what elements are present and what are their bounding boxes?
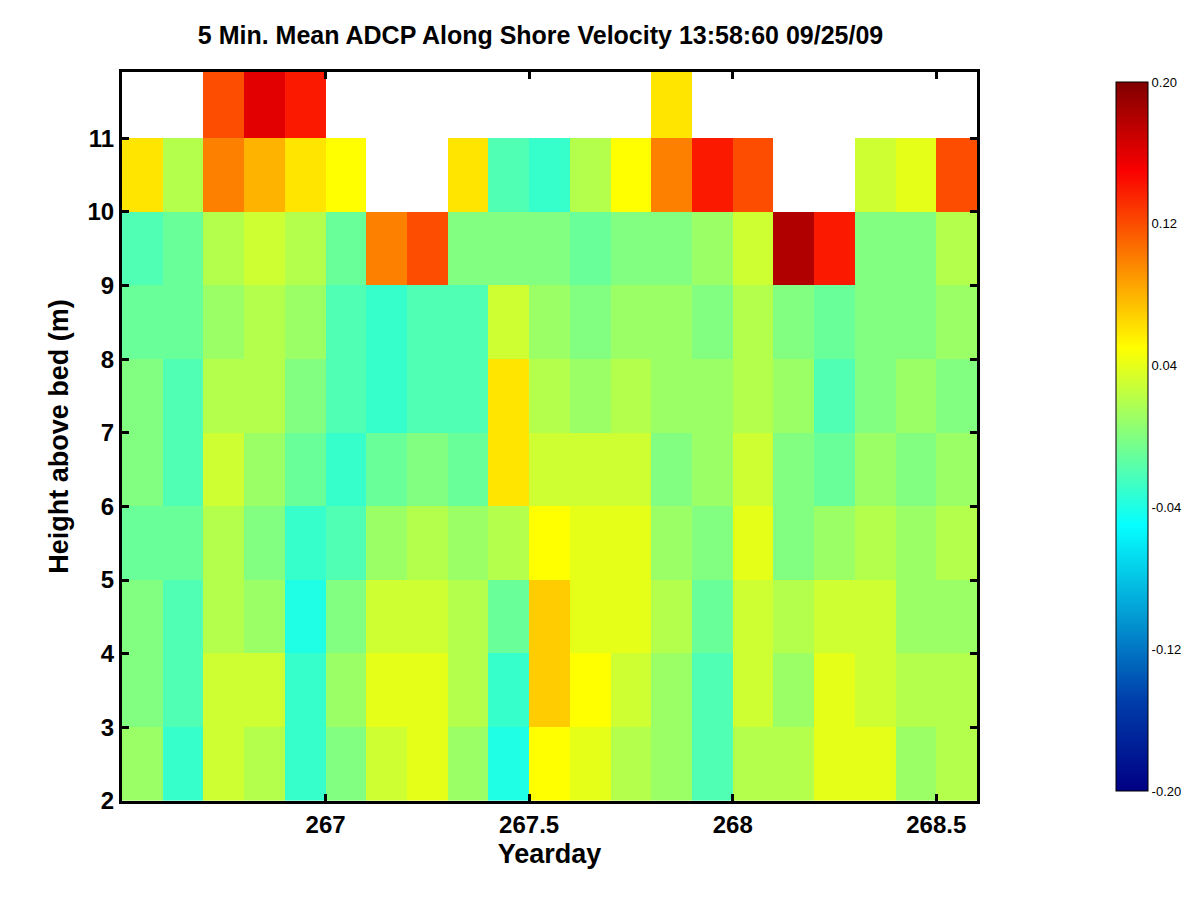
svg-text:Height above bed (m): Height above bed (m) — [44, 299, 74, 574]
svg-text:0.04: 0.04 — [1152, 358, 1177, 373]
svg-text:5 Min. Mean ADCP Along Shore V: 5 Min. Mean ADCP Along Shore Velocity 13… — [198, 21, 883, 49]
svg-text:Yearday: Yearday — [498, 839, 602, 869]
svg-text:-0.04: -0.04 — [1152, 500, 1182, 515]
svg-text:9: 9 — [101, 272, 114, 299]
svg-text:2: 2 — [101, 787, 114, 814]
svg-text:267: 267 — [306, 811, 346, 838]
svg-text:268.5: 268.5 — [906, 811, 966, 838]
svg-text:8: 8 — [101, 346, 114, 373]
svg-text:4: 4 — [101, 640, 115, 667]
svg-text:11: 11 — [89, 125, 114, 152]
svg-text:267.5: 267.5 — [499, 811, 559, 838]
svg-text:7: 7 — [101, 419, 114, 446]
svg-text:-0.12: -0.12 — [1152, 642, 1182, 657]
svg-text:10: 10 — [87, 198, 114, 225]
svg-text:3: 3 — [101, 714, 114, 741]
svg-text:-0.20: -0.20 — [1152, 784, 1182, 799]
svg-text:6: 6 — [101, 493, 114, 520]
svg-text:268: 268 — [713, 811, 753, 838]
svg-text:0.12: 0.12 — [1152, 216, 1177, 231]
svg-text:5: 5 — [101, 566, 114, 593]
svg-text:0.20: 0.20 — [1152, 75, 1177, 90]
